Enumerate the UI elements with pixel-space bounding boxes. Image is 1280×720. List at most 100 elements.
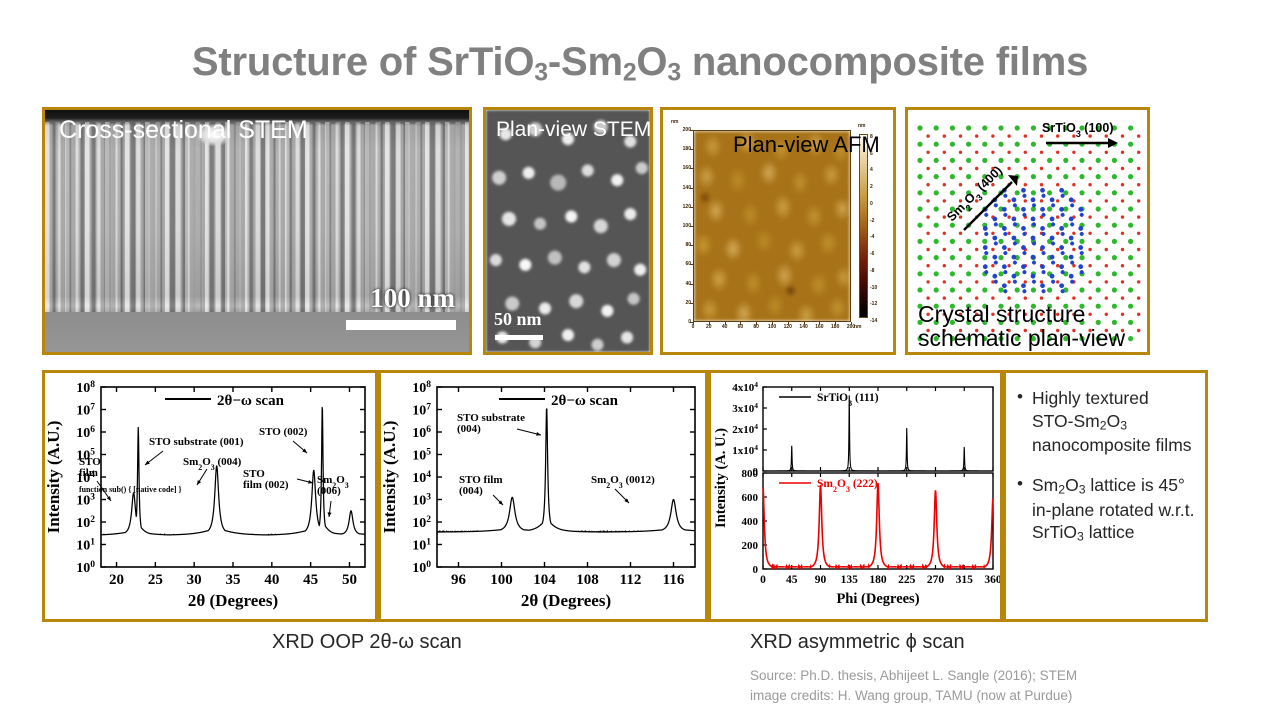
- sto-b-site-dot: [1007, 215, 1011, 219]
- sto-a-site-dot: [1111, 255, 1117, 261]
- crystal-structure-diagram: SrTiO3 (100)Sm2O3 (400): [908, 110, 1147, 352]
- afm-x-tick: [851, 322, 852, 325]
- sto-b-site-dot: [1072, 231, 1076, 235]
- afm-y-tick: [690, 149, 693, 151]
- sto-a-site-dot: [1063, 222, 1069, 228]
- sto-a-site-dot: [1063, 174, 1069, 180]
- sto-a-site-dot: [998, 271, 1004, 277]
- legend-label: 2θ−ω scan: [217, 393, 285, 409]
- sm2o3-dot: [1049, 216, 1055, 222]
- x-axis-tick-label: 30: [187, 572, 202, 588]
- sto-b-site-dot: [975, 280, 979, 284]
- sto-a-site-dot: [917, 255, 923, 261]
- sto-a-site-dot: [998, 125, 1004, 131]
- sto-a-site-dot: [1111, 157, 1117, 163]
- phi-x-tick-label: 0: [760, 574, 766, 586]
- afm-colorbar-tick-label: -4: [870, 234, 875, 241]
- afm-y-tick: [690, 302, 693, 304]
- sm2o3-dot: [1031, 222, 1036, 227]
- phi-x-tick-label: 270: [927, 574, 945, 586]
- sto-a-site-dot: [949, 271, 955, 277]
- sto-a-site-dot: [933, 174, 939, 180]
- sto-b-site-dot: [1007, 247, 1011, 252]
- sto-a-site-dot: [949, 157, 955, 163]
- sto-a-site-dot: [1079, 190, 1085, 196]
- xrd-phi-scan-panel: 0 1x104 2x104 3x104 4x104 SrTiO3 (111) 0 200 400…: [708, 370, 1003, 622]
- sto-a-site-dot: [1063, 190, 1069, 196]
- sm2o3-dot: [1022, 270, 1027, 275]
- page-title-part2: -Sm: [547, 40, 623, 84]
- sto-b-site-dot: [926, 134, 930, 138]
- sto-a-site-dot: [982, 157, 988, 163]
- sto-b-site-dot: [991, 166, 995, 171]
- sto-b-site-dot: [1007, 296, 1011, 300]
- sto-a-site-dot: [949, 336, 955, 342]
- sto-b-site-dot: [1007, 231, 1011, 235]
- y-axis-tick-label: 105: [76, 448, 95, 464]
- sto-a-site-dot: [949, 238, 955, 244]
- sto-b-site-dot: [1137, 134, 1141, 138]
- sto-b-site-dot: [975, 150, 979, 154]
- sto-b-site-dot: [1120, 215, 1125, 219]
- plan-view-stem-image: [486, 110, 650, 352]
- sto-a-site-dot: [1095, 206, 1101, 212]
- sto-b-site-dot: [1104, 215, 1108, 219]
- sm2o3-dot: [1003, 289, 1008, 294]
- sto-b-site-dot: [1104, 150, 1108, 154]
- sto-b-site-dot: [1120, 280, 1125, 284]
- x-axis-tick-label: 116: [663, 572, 685, 588]
- sm2o3-dot: [1030, 235, 1036, 241]
- sto-a-site-dot: [1047, 336, 1053, 342]
- page-title-part3: O: [636, 40, 668, 84]
- sto-a-site-dot: [1030, 303, 1036, 309]
- afm-colorbar-tick-label: 2: [870, 184, 873, 191]
- x-axis-tick-label: 25: [148, 572, 163, 588]
- sto-a-site-dot: [1128, 174, 1134, 180]
- sto-a-site-dot: [933, 141, 939, 147]
- sto-a-site-dot: [1128, 271, 1134, 277]
- sto-a-site-dot: [1030, 336, 1036, 342]
- sto-b-site-dot: [942, 328, 946, 333]
- crystal-schematic-panel: SrTiO3 (100) Sm2O3 (400) Crystal structur…: [905, 107, 1150, 355]
- y-axis-tick-label: 105: [412, 448, 431, 464]
- sto-a-site-dot: [1014, 336, 1020, 342]
- sto-b-site-dot: [1088, 183, 1092, 187]
- sm2o3-dot: [1049, 235, 1055, 241]
- sm2o3-dot: [1022, 193, 1027, 198]
- afm-y-tick: [690, 168, 693, 170]
- sto-b-site-dot: [1137, 328, 1141, 333]
- sto-a-site-dot: [933, 319, 939, 325]
- sm2o3-dot: [1022, 231, 1027, 236]
- afm-colorbar-unit-label: nm: [858, 123, 866, 129]
- sto-b-site-dot: [1120, 134, 1125, 138]
- sto-a-site-dot: [1128, 255, 1134, 261]
- sto-b-site-dot: [1039, 150, 1044, 154]
- sto-b-site-dot: [958, 280, 963, 284]
- sm2o3-dot: [1011, 216, 1017, 222]
- sto-a-site-dot: [998, 157, 1004, 163]
- sm2o3-dot: [1070, 279, 1075, 284]
- sto-b-site-dot: [942, 199, 946, 203]
- phi-y-tick-label: 800: [742, 468, 759, 480]
- sm2o3-dot: [1011, 273, 1017, 279]
- sto-b-site-dot: [1023, 312, 1027, 316]
- sto-a-site-dot: [1047, 319, 1053, 325]
- sto-a-site-dot: [1111, 190, 1117, 196]
- sto-b-site-dot: [942, 166, 946, 171]
- sto-a-site-dot: [1047, 206, 1053, 212]
- sto-a-site-dot: [1030, 287, 1036, 293]
- sm2o3-dot: [1068, 235, 1074, 241]
- sto-a-site-dot: [1014, 206, 1020, 212]
- sm2o3-dot: [1001, 226, 1007, 231]
- sto-b-site-dot: [1056, 166, 1060, 171]
- sm2o3-dot: [1059, 264, 1065, 270]
- sto-b-site-dot: [1137, 231, 1141, 235]
- sm2o3-dot: [1001, 245, 1007, 250]
- sto-a-site-dot: [982, 319, 988, 325]
- sto-b-site-dot: [1137, 183, 1141, 187]
- sto-b-site-dot: [942, 247, 946, 252]
- sto-a-site-dot: [1128, 190, 1134, 196]
- phi-y-tick-label: 0: [753, 564, 759, 576]
- source-line-1: Source: Ph.D. thesis, Abhijeet L. Sangle…: [750, 668, 1078, 683]
- afm-y-tick-label: 40: [685, 280, 691, 287]
